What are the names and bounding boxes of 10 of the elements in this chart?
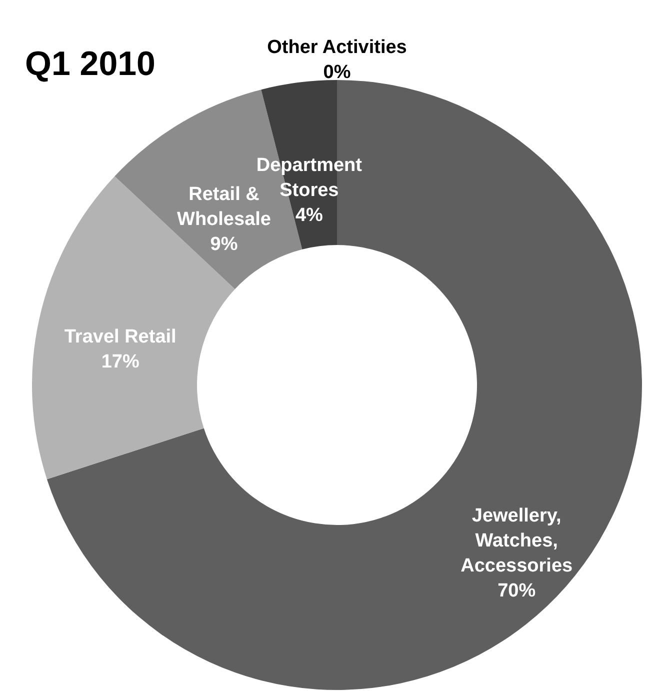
text: 0% <box>323 62 351 83</box>
slice-label: Travel Retail <box>64 326 176 348</box>
chart-title: Q1 2010 <box>25 45 156 83</box>
data-label: 9% <box>210 234 238 255</box>
data-label: 4% <box>295 204 324 226</box>
category-label: Other Activities <box>267 37 407 58</box>
data-label: 17% <box>101 352 140 373</box>
data-label: 70% <box>498 580 536 602</box>
slice-label: Jewellery, Watches, Accessories <box>460 505 573 576</box>
donut-slice <box>46 80 642 690</box>
